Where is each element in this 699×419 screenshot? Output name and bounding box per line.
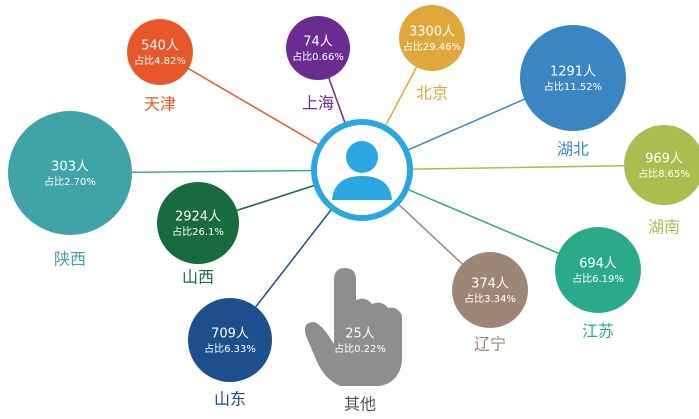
node-count: 1291人 [550,65,596,80]
bubble [286,16,350,80]
hand-icon [305,268,402,386]
node-share: 占比3.34% [464,292,516,305]
bubble [520,25,626,131]
node-count: 74人 [303,35,333,50]
person-head [346,141,378,173]
node-share: 占比11.52% [544,80,602,93]
node-count: 969人 [645,152,683,167]
node-label: 陕西 [54,250,86,269]
node-count: 540人 [141,39,179,54]
node-label: 江苏 [582,322,614,341]
node-label: 其他 [344,395,376,414]
node-count: 25人 [345,327,375,342]
node-label: 湖南 [648,218,680,237]
node-label: 辽宁 [474,335,506,354]
node-label: 天津 [144,95,176,114]
node-share: 占比0.66% [292,50,344,63]
node-count: 303人 [51,160,89,175]
bubble [399,5,465,71]
node-count: 2924人 [175,210,221,225]
node-label: 上海 [302,94,334,113]
bubble [624,125,699,205]
bubble [157,182,239,264]
node-share: 占比6.19% [572,272,624,285]
center-hub [311,119,413,221]
node-label: 湖北 [557,140,589,159]
node-count: 374人 [471,277,509,292]
node-share: 占比26.1% [172,225,224,238]
node-share: 占比8.65% [638,167,690,180]
node-share: 占比2.70% [44,175,96,188]
node-share: 占比6.33% [204,342,256,355]
node-share: 占比4.82% [134,54,186,67]
bubble [555,227,641,313]
bubble [127,19,193,85]
bubble [452,252,528,328]
node-count: 709人 [211,327,249,342]
node-label: 山西 [182,268,214,287]
bubble [8,111,132,235]
bubble [188,298,272,382]
node-count: 3300人 [409,25,455,40]
node-label: 山东 [214,390,246,409]
node-share: 占比29.46% [403,40,461,53]
person-body [332,176,392,200]
node-label: 北京 [416,84,448,103]
node-share: 占比0.22% [334,342,386,355]
node-count: 694人 [579,257,617,272]
